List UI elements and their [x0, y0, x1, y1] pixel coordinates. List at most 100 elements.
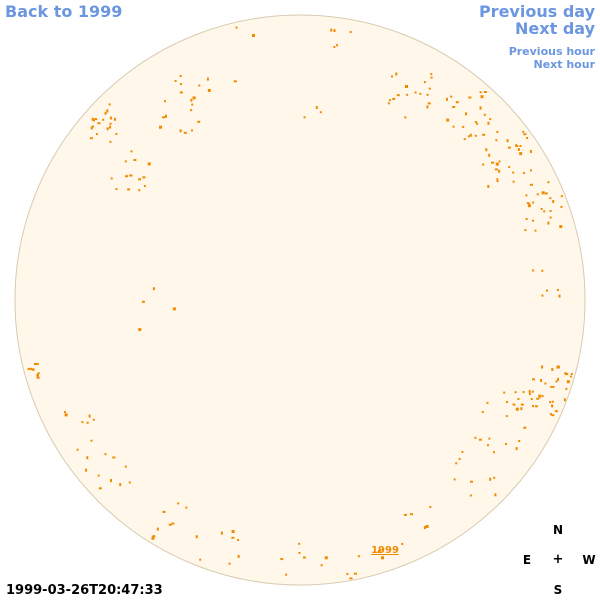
star-mark — [34, 363, 37, 365]
star-mark — [550, 385, 553, 388]
star-mark — [519, 145, 522, 147]
star-mark — [481, 411, 484, 413]
star-mark — [514, 391, 517, 394]
year-link[interactable]: 1999 — [371, 545, 399, 556]
star-mark — [237, 554, 240, 558]
star-mark — [446, 97, 448, 101]
star-mark — [483, 91, 487, 93]
star-mark — [106, 127, 109, 131]
star-mark — [423, 81, 426, 84]
star-mark — [565, 387, 568, 390]
star-mark — [467, 135, 470, 138]
star-mark — [138, 189, 141, 192]
star-mark — [491, 161, 495, 164]
back-to-year-link[interactable]: Back to 1999 — [5, 2, 123, 21]
star-mark — [493, 451, 495, 454]
star-mark — [396, 94, 400, 97]
star-mark — [525, 218, 528, 220]
star-mark — [517, 398, 520, 400]
star-mark — [493, 476, 496, 479]
star-mark — [480, 95, 484, 99]
star-mark — [228, 562, 231, 565]
star-mark — [551, 404, 554, 408]
star-mark — [530, 398, 533, 401]
star-mark — [31, 368, 35, 371]
star-mark — [92, 418, 95, 421]
star-mark — [546, 289, 548, 292]
star-mark — [93, 119, 95, 122]
star-mark — [468, 96, 472, 99]
star-mark — [190, 109, 193, 112]
star-mark — [496, 130, 499, 133]
star-mark — [156, 527, 159, 531]
star-mark — [124, 160, 127, 163]
star-mark — [27, 368, 30, 371]
star-mark — [526, 202, 530, 205]
star-mark — [89, 137, 93, 140]
star-mark — [147, 162, 151, 166]
star-mark — [425, 525, 429, 528]
star-mark — [476, 122, 479, 125]
star-field — [27, 26, 573, 580]
star-mark — [94, 118, 98, 121]
star-mark — [523, 426, 527, 429]
star-mark — [180, 83, 182, 86]
star-mark — [446, 118, 450, 122]
star-mark — [195, 535, 198, 539]
star-mark — [125, 175, 128, 178]
star-mark — [162, 510, 166, 513]
star-mark — [544, 192, 548, 195]
star-mark — [109, 122, 112, 125]
star-mark — [109, 116, 112, 120]
star-mark — [541, 269, 544, 272]
star-mark — [536, 397, 540, 400]
star-mark — [507, 146, 511, 149]
star-mark — [505, 443, 507, 446]
previous-hour-link[interactable]: Previous hour — [508, 45, 595, 58]
star-mark — [197, 120, 201, 123]
star-mark — [37, 372, 40, 375]
star-mark — [515, 447, 518, 451]
star-mark — [541, 191, 545, 195]
star-mark — [463, 138, 466, 141]
star-mark — [133, 159, 137, 161]
next-day-link[interactable]: Next day — [515, 19, 595, 38]
star-mark — [406, 93, 409, 96]
star-mark — [128, 481, 131, 484]
star-mark — [90, 439, 93, 442]
star-mark — [558, 294, 561, 298]
star-mark — [530, 169, 532, 172]
star-mark — [552, 200, 555, 203]
star-mark — [414, 91, 417, 94]
star-mark — [489, 477, 492, 481]
star-mark — [427, 102, 431, 105]
star-mark — [478, 438, 482, 441]
star-mark — [512, 403, 516, 406]
star-mark — [450, 95, 453, 98]
star-mark — [303, 116, 306, 119]
star-mark — [551, 400, 554, 403]
star-mark — [455, 462, 458, 465]
star-mark — [527, 204, 531, 208]
star-mark — [452, 106, 456, 108]
star-mark — [529, 183, 533, 186]
star-mark — [298, 552, 301, 554]
previous-day-link[interactable]: Previous day — [478, 2, 595, 21]
star-mark — [529, 150, 532, 153]
star-mark — [185, 506, 188, 509]
star-mark — [498, 160, 501, 163]
star-mark — [152, 535, 156, 538]
star-mark — [424, 526, 426, 530]
star-mark — [106, 109, 109, 113]
star-mark — [430, 76, 433, 79]
star-mark — [556, 365, 559, 369]
star-mark — [110, 177, 113, 180]
star-mark — [346, 572, 349, 575]
star-mark — [64, 411, 66, 414]
star-mark — [85, 468, 88, 472]
star-mark — [199, 558, 202, 561]
star-mark — [190, 98, 193, 102]
star-mark — [505, 415, 508, 418]
next-hour-link[interactable]: Next hour — [533, 58, 596, 71]
